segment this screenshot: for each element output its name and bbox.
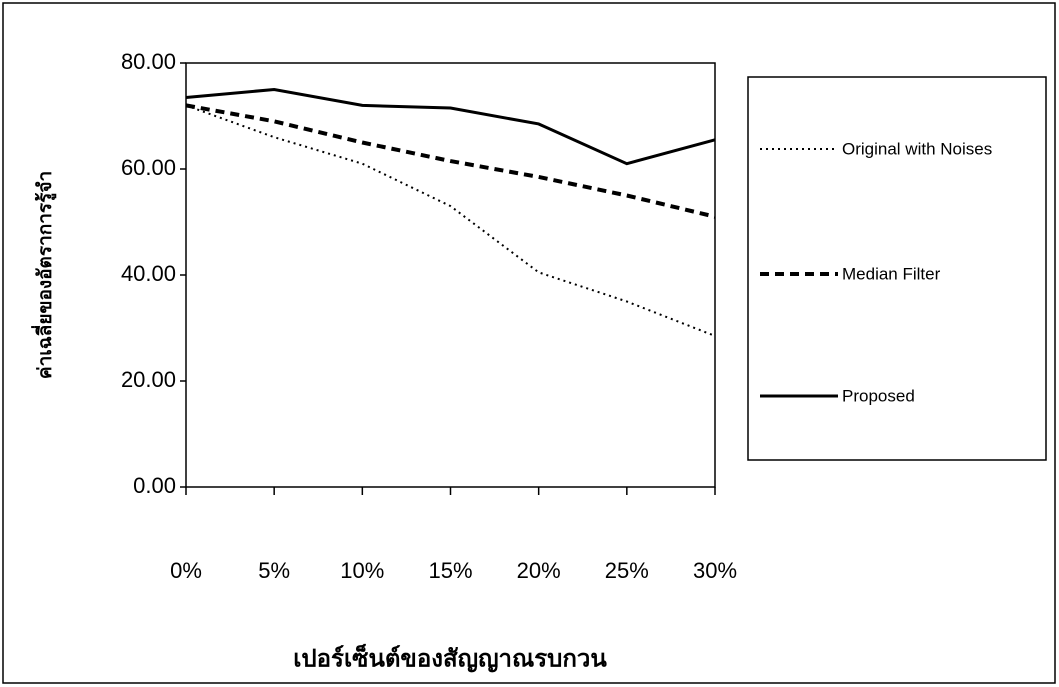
- y-tick-label: 80.00: [121, 49, 176, 74]
- x-tick-label: 0%: [170, 558, 202, 583]
- plot-frame: [185, 62, 716, 488]
- series-line: [185, 87, 716, 166]
- series-line: [185, 103, 716, 219]
- legend-label: Proposed: [842, 386, 915, 405]
- x-tick-label: 25%: [605, 558, 649, 583]
- y-tick-label: 20.00: [121, 367, 176, 392]
- y-tick-label: 40.00: [121, 261, 176, 286]
- y-tick-label: 0.00: [133, 473, 176, 498]
- x-tick-label: 5%: [258, 558, 290, 583]
- x-tick-label: 30%: [693, 558, 737, 583]
- series-line: [185, 104, 716, 337]
- x-axis-title: เปอร์เซ็นต์ของสัญญาณรบกวน: [293, 643, 607, 672]
- legend-label: Original with Noises: [842, 139, 992, 158]
- x-tick-label: 20%: [517, 558, 561, 583]
- legend-label: Median Filter: [842, 264, 941, 283]
- x-tick-label: 15%: [428, 558, 472, 583]
- y-tick-label: 60.00: [121, 155, 176, 180]
- y-axis-title: ค่าเฉลี่ยของอัตราการรู้จำ: [31, 171, 57, 379]
- x-tick-label: 10%: [340, 558, 384, 583]
